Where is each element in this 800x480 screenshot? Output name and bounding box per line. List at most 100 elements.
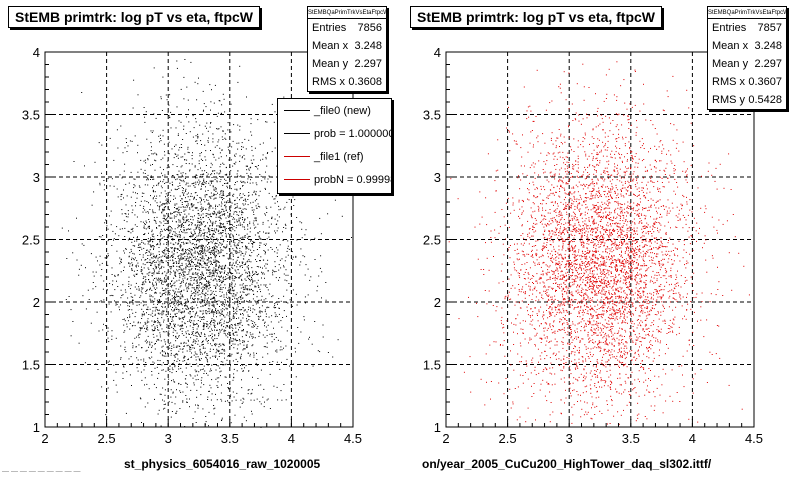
scatter-point [152, 257, 154, 259]
scatter-point [195, 290, 196, 292]
scatter-point [250, 320, 252, 322]
scatter-point [225, 195, 227, 197]
scatter-point [172, 369, 174, 371]
scatter-point [143, 160, 145, 162]
scatter-point [183, 311, 185, 313]
scatter-point [175, 335, 177, 337]
scatter-point [215, 231, 217, 233]
scatter-point [321, 297, 322, 299]
scatter-point [216, 249, 218, 251]
scatter-point [169, 365, 171, 367]
scatter-point [219, 169, 221, 171]
scatter-point [200, 276, 202, 278]
scatter-point [208, 425, 209, 427]
scatter-point [197, 133, 199, 135]
scatter-point [151, 320, 153, 322]
scatter-point [172, 307, 173, 308]
scatter-point [134, 286, 136, 288]
scatter-point [200, 264, 202, 265]
scatter-point [149, 259, 151, 261]
scatter-point [253, 211, 254, 213]
scatter-point [203, 299, 205, 301]
scatter-point [213, 262, 215, 263]
scatter-point [165, 199, 167, 201]
scatter-point [283, 227, 285, 228]
scatter-point [184, 222, 186, 224]
scatter-point [278, 269, 280, 271]
scatter-point [205, 292, 207, 294]
scatter-point [135, 205, 136, 207]
scatter-point [252, 182, 254, 184]
scatter-point [217, 141, 219, 143]
scatter-point [267, 270, 269, 272]
scatter-point [178, 250, 180, 251]
scatter-point [190, 290, 192, 292]
scatter-point [237, 243, 239, 245]
scatter-point [186, 200, 188, 202]
scatter-point [218, 343, 220, 345]
scatter-point [231, 264, 233, 266]
scatter-point [202, 173, 204, 175]
scatter-point [216, 329, 218, 331]
scatter-point [334, 199, 336, 201]
scatter-point [598, 340, 600, 342]
scatter-point [189, 170, 191, 172]
scatter-point [239, 406, 241, 408]
scatter-point [239, 284, 241, 286]
scatter-point [194, 316, 196, 318]
scatter-point [212, 264, 213, 265]
scatter-point [285, 224, 287, 226]
scatter-point [241, 265, 243, 266]
scatter-point [188, 163, 190, 165]
scatter-point [150, 130, 152, 132]
scatter-point [158, 302, 160, 304]
scatter-point [159, 241, 161, 243]
scatter-point [157, 244, 159, 245]
scatter-point [247, 224, 249, 226]
scatter-point [188, 266, 190, 268]
scatter-point [212, 186, 214, 188]
scatter-point [276, 256, 278, 257]
scatter-point [230, 289, 232, 291]
scatter-point [191, 236, 193, 238]
scatter-point [190, 256, 192, 258]
scatter-point [225, 201, 227, 203]
scatter-point [260, 159, 261, 161]
scatter-point [133, 258, 134, 260]
scatter-point [232, 273, 234, 274]
scatter-point [205, 208, 207, 210]
scatter-point [229, 284, 231, 286]
scatter-point [194, 252, 196, 254]
scatter-point [235, 325, 237, 327]
scatter-point [242, 307, 244, 309]
scatter-point [229, 285, 231, 287]
scatter-point [216, 145, 218, 147]
scatter-point [237, 352, 238, 354]
scatter-point [111, 338, 113, 340]
scatter-point [244, 269, 246, 271]
scatter-point [227, 274, 229, 276]
scatter-point [244, 309, 246, 311]
scatter-point [188, 264, 190, 265]
scatter-point [198, 213, 200, 214]
scatter-point [207, 213, 209, 215]
scatter-point [150, 204, 151, 206]
scatter-point [191, 334, 193, 335]
scatter-point [240, 314, 242, 315]
scatter-point [172, 243, 174, 245]
scatter-point [233, 313, 235, 315]
scatter-point [146, 177, 148, 179]
scatter-point [174, 381, 176, 383]
scatter-point [181, 269, 183, 271]
scatter-point [116, 304, 118, 305]
scatter-point [153, 248, 154, 250]
scatter-point [222, 229, 223, 231]
scatter-point [186, 282, 187, 284]
scatter-point [288, 283, 290, 284]
scatter-point [300, 331, 302, 333]
scatter-point [146, 273, 148, 275]
scatter-point [229, 288, 231, 290]
scatter-point [134, 240, 136, 242]
scatter-point [148, 279, 150, 281]
scatter-point [228, 401, 230, 403]
